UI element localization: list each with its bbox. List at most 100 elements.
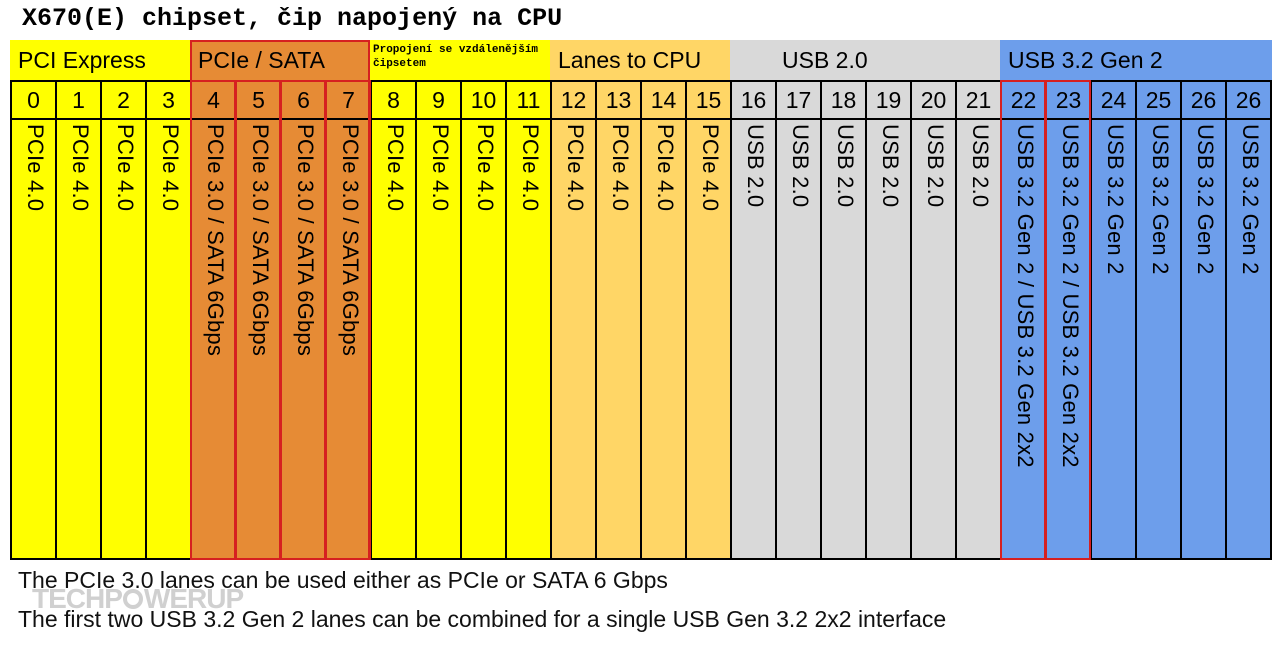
lane-function-label: PCIe 4.0 [473, 124, 498, 212]
lane-number: 14 [642, 82, 687, 120]
lane-function-label: USB 3.2 Gen 2 / USB 3.2 Gen 2x2 [1058, 124, 1083, 468]
lane-cell: USB 2.0 [867, 120, 912, 558]
lane-cell: USB 2.0 [822, 120, 867, 558]
lane-function-label: PCIe 4.0 [518, 124, 543, 212]
group-label: PCI Express [18, 47, 146, 73]
group-header-usb-2: USB 2.0 [730, 40, 1000, 80]
lane-function-label: PCIe 3.0 / SATA 6Gbps [293, 124, 318, 357]
lane-function-label: PCIe 4.0 [68, 124, 93, 212]
lane-number: 20 [912, 82, 957, 120]
lane-number: 0 [12, 82, 57, 120]
lane-grid: 0 PCIe 4.0 1 PCIe 4.0 2 PCIe 4.0 3 PCIe 4.0 4 PCI… [10, 80, 1272, 560]
lane-function-label: USB 3.2 Gen 2 [1148, 124, 1173, 275]
lane-function-label: PCIe 4.0 [698, 124, 723, 212]
lane-cell: PCIe 4.0 [372, 120, 417, 558]
lane-function-label: USB 2.0 [788, 124, 813, 208]
lane-cell: PCIe 3.0 / SATA 6Gbps [327, 120, 372, 558]
group-label: Lanes to CPU [558, 47, 702, 73]
lane-function-label: USB 2.0 [968, 124, 993, 208]
lane-function-label: USB 2.0 [743, 124, 768, 208]
lane-number: 11 [507, 82, 552, 120]
lane-number: 23 [1047, 82, 1092, 120]
page-title: X670(E) chipset, čip napojený na CPU [22, 4, 563, 33]
lane-cell: PCIe 4.0 [102, 120, 147, 558]
lane-cell: USB 3.2 Gen 2 [1182, 120, 1227, 558]
lane-number: 18 [822, 82, 867, 120]
lane-number: 6 [282, 82, 327, 120]
footnote-usb-combine: The first two USB 3.2 Gen 2 lanes can be… [18, 606, 947, 632]
lane-number: 17 [777, 82, 822, 120]
lane-cell: USB 2.0 [777, 120, 822, 558]
lane-number: 26 [1227, 82, 1270, 120]
group-header-pci-express: PCI Express [10, 40, 190, 80]
lane-function-label: PCIe 3.0 / SATA 6Gbps [203, 124, 228, 357]
lane-cell: PCIe 4.0 [57, 120, 102, 558]
lane-number: 26 [1182, 82, 1227, 120]
lane-function-label: USB 2.0 [833, 124, 858, 208]
lane-number: 13 [597, 82, 642, 120]
lane-function-label: USB 3.2 Gen 2 / USB 3.2 Gen 2x2 [1013, 124, 1038, 468]
lane-cell: PCIe 4.0 [507, 120, 552, 558]
lane-number: 24 [1092, 82, 1137, 120]
lane-number: 2 [102, 82, 147, 120]
lane-number: 5 [237, 82, 282, 120]
lane-function-label: PCIe 3.0 / SATA 6Gbps [338, 124, 363, 357]
lane-cell: USB 3.2 Gen 2 [1227, 120, 1270, 558]
lane-number: 15 [687, 82, 732, 120]
lane-function-label: PCIe 3.0 / SATA 6Gbps [248, 124, 273, 357]
lane-function-label: PCIe 4.0 [158, 124, 183, 212]
lane-function-label: PCIe 4.0 [113, 124, 138, 212]
group-label: Propojení se vzdálenějším čipsetem [373, 44, 539, 70]
lane-cell: PCIe 3.0 / SATA 6Gbps [192, 120, 237, 558]
group-header-chipset-link: Propojení se vzdálenějším čipsetem [370, 40, 550, 80]
group-label: PCIe / SATA [198, 47, 325, 73]
footnote-pcie-sata: The PCIe 3.0 lanes can be used either as… [18, 567, 668, 593]
lane-function-label: USB 2.0 [878, 124, 903, 208]
lane-cell: PCIe 4.0 [12, 120, 57, 558]
group-header-lanes-to-cpu: Lanes to CPU [550, 40, 730, 80]
group-label: USB 3.2 Gen 2 [1008, 47, 1163, 73]
lane-cell: PCIe 4.0 [687, 120, 732, 558]
lane-cell: PCIe 4.0 [642, 120, 687, 558]
lane-cell: PCIe 3.0 / SATA 6Gbps [237, 120, 282, 558]
lane-number: 3 [147, 82, 192, 120]
lane-number: 7 [327, 82, 372, 120]
lane-cell: PCIe 4.0 [552, 120, 597, 558]
group-header-usb-3-2-gen-2: USB 3.2 Gen 2 [1000, 40, 1272, 80]
lane-number: 25 [1137, 82, 1182, 120]
lane-function-label: PCIe 4.0 [428, 124, 453, 212]
lane-function-label: PCIe 4.0 [23, 124, 48, 212]
group-header-pcie-sata: PCIe / SATA [190, 40, 370, 80]
lane-cell: PCIe 4.0 [597, 120, 642, 558]
lane-number: 16 [732, 82, 777, 120]
lane-number: 19 [867, 82, 912, 120]
lane-cell: USB 2.0 [912, 120, 957, 558]
lane-cell: USB 2.0 [957, 120, 1002, 558]
lane-cell: USB 3.2 Gen 2 [1137, 120, 1182, 558]
lane-function-label: PCIe 4.0 [563, 124, 588, 212]
lane-number: 4 [192, 82, 237, 120]
lane-cell: USB 3.2 Gen 2 / USB 3.2 Gen 2x2 [1047, 120, 1092, 558]
lane-cell: USB 3.2 Gen 2 [1092, 120, 1137, 558]
lane-function-label: USB 2.0 [923, 124, 948, 208]
lane-number: 8 [372, 82, 417, 120]
lane-cell: USB 3.2 Gen 2 / USB 3.2 Gen 2x2 [1002, 120, 1047, 558]
lane-cell: PCIe 4.0 [147, 120, 192, 558]
lane-number: 1 [57, 82, 102, 120]
lane-cell: USB 2.0 [732, 120, 777, 558]
group-label: USB 2.0 [782, 47, 868, 73]
lane-function-label: PCIe 4.0 [608, 124, 633, 212]
lane-cell: PCIe 3.0 / SATA 6Gbps [282, 120, 327, 558]
lane-function-label: USB 3.2 Gen 2 [1238, 124, 1263, 275]
lane-function-label: USB 3.2 Gen 2 [1193, 124, 1218, 275]
lane-number: 12 [552, 82, 597, 120]
lane-function-label: PCIe 4.0 [383, 124, 408, 212]
lane-function-label: USB 3.2 Gen 2 [1103, 124, 1128, 275]
lane-number: 21 [957, 82, 1002, 120]
lane-number: 22 [1002, 82, 1047, 120]
watermark-logo: TECHP WERUP [32, 583, 244, 614]
lane-number: 10 [462, 82, 507, 120]
lane-number: 9 [417, 82, 462, 120]
lane-function-label: PCIe 4.0 [653, 124, 678, 212]
lane-cell: PCIe 4.0 [417, 120, 462, 558]
